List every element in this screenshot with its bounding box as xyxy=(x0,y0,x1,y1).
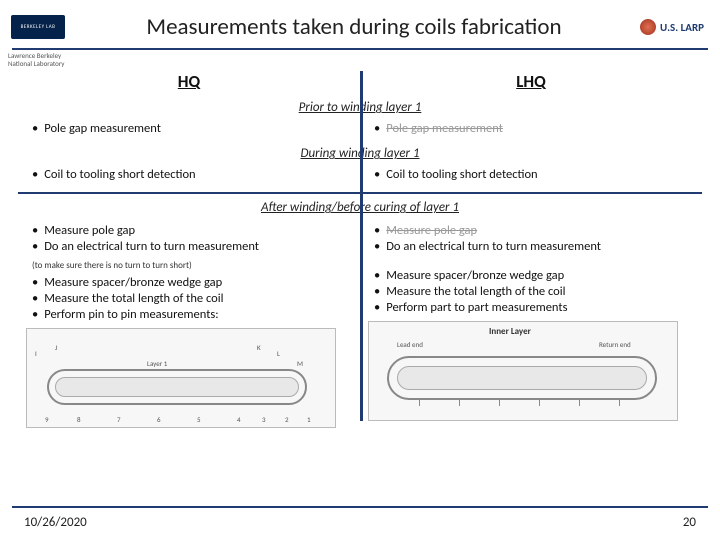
diag-xnum: 8 xyxy=(77,415,81,424)
lhq-after-list-a: Measure pole gap Do an electrical turn t… xyxy=(368,223,694,254)
diag-leadend: Lead end xyxy=(397,340,423,349)
list-item: Measure pole gap xyxy=(32,223,352,238)
bullet-text-struck: Pole gap measurement xyxy=(386,121,503,136)
tick-icon xyxy=(459,400,460,406)
header-rule xyxy=(12,48,708,50)
bullet-text: Coil to tooling short detection xyxy=(386,167,537,182)
diag-xnum: 5 xyxy=(197,415,201,424)
bullet-text-struck: Measure pole gap xyxy=(386,223,477,238)
row-section1: Pole gap measurement Pole gap measuremen… xyxy=(18,117,702,142)
bullet-text: Do an electrical turn to turn measuremen… xyxy=(44,239,259,254)
diag-xnum: 7 xyxy=(117,415,121,424)
coil-inner-icon xyxy=(397,366,647,390)
list-item: Perform part to part measurements xyxy=(374,300,694,315)
bullet-text: Measure pole gap xyxy=(44,223,135,238)
list-item: Measure spacer/bronze wedge gap xyxy=(32,275,352,290)
diag-mark: M xyxy=(297,359,303,368)
list-item: Measure spacer/bronze wedge gap xyxy=(374,268,694,283)
berkeley-sublabel: Lawrence Berkeley National Laboratory xyxy=(8,52,720,67)
row-section2: Coil to tooling short detection Coil to … xyxy=(18,163,702,188)
diag-mark: J xyxy=(55,343,57,352)
lhq-after-list-b: Measure spacer/bronze wedge gap Measure … xyxy=(368,268,694,315)
diag-xnum: 2 xyxy=(285,415,289,424)
footer-date: 10/26/2020 xyxy=(24,515,87,530)
list-item: Do an electrical turn to turn measuremen… xyxy=(32,239,352,254)
diag-returnend: Return end xyxy=(599,340,631,349)
bullet-text: Measure spacer/bronze wedge gap xyxy=(386,268,564,283)
berkeley-logo: BERKELEY LAB xyxy=(8,10,68,44)
larp-label: U.S. LARP xyxy=(660,21,704,34)
lhq-during: Coil to tooling short detection xyxy=(360,163,702,188)
hq-during: Coil to tooling short detection xyxy=(18,163,360,188)
column-hq: HQ xyxy=(18,71,360,96)
diag-mark: L xyxy=(277,349,280,358)
list-item: Pole gap measurement xyxy=(374,121,694,136)
bullet-text: Do an electrical turn to turn measuremen… xyxy=(386,239,601,254)
row-section3: Measure pole gap Do an electrical turn t… xyxy=(18,219,702,428)
list-item: Measure pole gap xyxy=(374,223,694,238)
diag-xnum: 3 xyxy=(262,415,266,424)
larp-logo: U.S. LARP xyxy=(640,19,704,35)
lhq-prior-list: Pole gap measurement xyxy=(368,121,694,136)
footer-page: 20 xyxy=(683,515,696,530)
column-head-hq: HQ xyxy=(26,71,352,92)
slide-footer: 10/26/2020 20 xyxy=(0,515,720,530)
slide-title: Measurements taken during coils fabricat… xyxy=(68,13,640,41)
bullet-text: Pole gap measurement xyxy=(44,121,161,136)
hq-after: Measure pole gap Do an electrical turn t… xyxy=(18,219,360,428)
tick-icon xyxy=(619,400,620,406)
hq-during-list: Coil to tooling short detection xyxy=(26,167,352,182)
list-item: Measure the total length of the coil xyxy=(32,291,352,306)
lhq-after: Measure pole gap Do an electrical turn t… xyxy=(360,219,702,428)
hq-diagram: I J K L M Layer 1 9 8 7 6 5 4 3 2 1 xyxy=(26,328,336,428)
hq-after-note: (to make sure there is no turn to turn s… xyxy=(32,260,352,271)
bullet-text: Measure spacer/bronze wedge gap xyxy=(44,275,222,290)
diag-xnum: 9 xyxy=(45,415,49,424)
content-area: HQ LHQ Prior to winding layer 1 Pole gap… xyxy=(0,67,720,428)
berkeley-lab-icon: BERKELEY LAB xyxy=(11,15,65,39)
lhq-during-list: Coil to tooling short detection xyxy=(368,167,694,182)
list-item: Do an electrical turn to turn measuremen… xyxy=(374,239,694,254)
two-column-layout: HQ LHQ xyxy=(18,71,702,96)
slide-header: BERKELEY LAB Measurements taken during c… xyxy=(0,0,720,48)
list-item: Measure the total length of the coil xyxy=(374,284,694,299)
tick-icon xyxy=(539,400,540,406)
column-lhq: LHQ xyxy=(360,71,702,96)
list-item: Coil to tooling short detection xyxy=(374,167,694,182)
hq-after-list-a: Measure pole gap Do an electrical turn t… xyxy=(26,223,352,254)
coil-inner-icon xyxy=(55,377,299,397)
tick-icon xyxy=(579,400,580,406)
bullet-text: Measure the total length of the coil xyxy=(44,291,223,306)
larp-icon xyxy=(640,19,656,35)
lhq-diagram: Inner Layer Lead end Return end xyxy=(368,321,678,421)
hq-prior-list: Pole gap measurement xyxy=(26,121,352,136)
tick-icon xyxy=(499,400,500,406)
diag-mark: K xyxy=(257,343,261,352)
diag-xnum: 4 xyxy=(237,415,241,424)
bullet-text: Perform pin to pin measurements: xyxy=(44,307,218,322)
list-item: Perform pin to pin measurements: xyxy=(32,307,352,322)
bullet-text: Coil to tooling short detection xyxy=(44,167,195,182)
bullet-text: Measure the total length of the coil xyxy=(386,284,565,299)
column-head-lhq: LHQ xyxy=(368,71,694,92)
list-item: Coil to tooling short detection xyxy=(32,167,352,182)
hq-after-list-b: Measure spacer/bronze wedge gap Measure … xyxy=(26,275,352,322)
footer-rule xyxy=(12,506,708,508)
berkeley-lab-text: BERKELEY LAB xyxy=(21,24,56,30)
bullet-text: Perform part to part measurements xyxy=(386,300,567,315)
diag-mark: I xyxy=(35,349,37,358)
diag-xnum: 6 xyxy=(157,415,161,424)
tick-icon xyxy=(419,400,420,406)
diag-layer-label: Layer 1 xyxy=(147,359,167,368)
lhq-prior: Pole gap measurement xyxy=(360,117,702,142)
hq-prior: Pole gap measurement xyxy=(18,117,360,142)
diag-title: Inner Layer xyxy=(489,326,531,337)
list-item: Pole gap measurement xyxy=(32,121,352,136)
diag-xnum: 1 xyxy=(307,415,311,424)
